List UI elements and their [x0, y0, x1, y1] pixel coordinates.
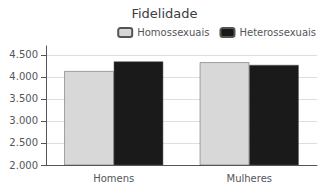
svg-text:Heterossexuais: Heterossexuais — [239, 27, 316, 38]
svg-text:2.500: 2.500 — [9, 137, 38, 148]
svg-text:4.500: 4.500 — [9, 49, 38, 60]
svg-text:4.000: 4.000 — [9, 71, 38, 82]
svg-text:2.000: 2.000 — [9, 160, 38, 171]
svg-text:3.500: 3.500 — [9, 93, 38, 104]
svg-text:Homossexuais: Homossexuais — [137, 27, 209, 38]
svg-text:3.000: 3.000 — [9, 115, 38, 126]
svg-text:Fidelidade: Fidelidade — [131, 6, 197, 21]
svg-text:Homens: Homens — [93, 173, 134, 184]
svg-text:Mulheres: Mulheres — [227, 173, 273, 184]
